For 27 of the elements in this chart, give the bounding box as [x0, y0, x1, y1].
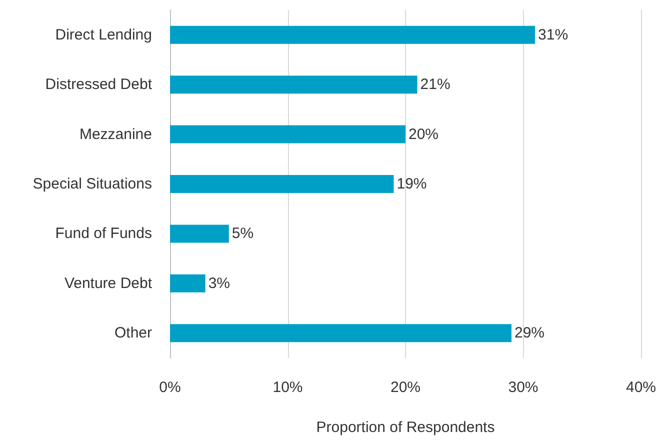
data-label: 20% [408, 126, 439, 143]
y-tick-label: Fund of Funds [55, 225, 152, 242]
data-label: 29% [514, 324, 545, 342]
data-label: 21% [420, 76, 450, 94]
x-tick-label: 30% [508, 379, 538, 396]
x-tick-label: 10% [272, 379, 303, 396]
bar [170, 224, 229, 243]
y-tick-label: Mezzanine [79, 126, 152, 143]
y-tick-label: Direct Lending [55, 26, 152, 44]
bar [170, 125, 406, 144]
data-label: 5% [232, 225, 254, 242]
bar [170, 76, 418, 94]
data-label: 31% [538, 26, 568, 44]
x-axis-title: Proportion of Respondents [316, 419, 495, 436]
bar [170, 274, 206, 292]
x-tick-label: 40% [626, 379, 656, 396]
bar [170, 324, 512, 342]
y-tick-label: Other [114, 324, 152, 342]
bar [170, 26, 536, 44]
y-tick-label: Special Situations [32, 176, 152, 192]
data-label: 3% [208, 274, 230, 292]
bar [170, 175, 394, 193]
x-tick-label: 0% [159, 379, 181, 396]
y-tick-label: Distressed Debt [45, 76, 153, 94]
x-tick-label: 20% [390, 379, 421, 396]
y-tick-label: Venture Debt [64, 274, 153, 292]
data-label: 19% [396, 176, 427, 192]
